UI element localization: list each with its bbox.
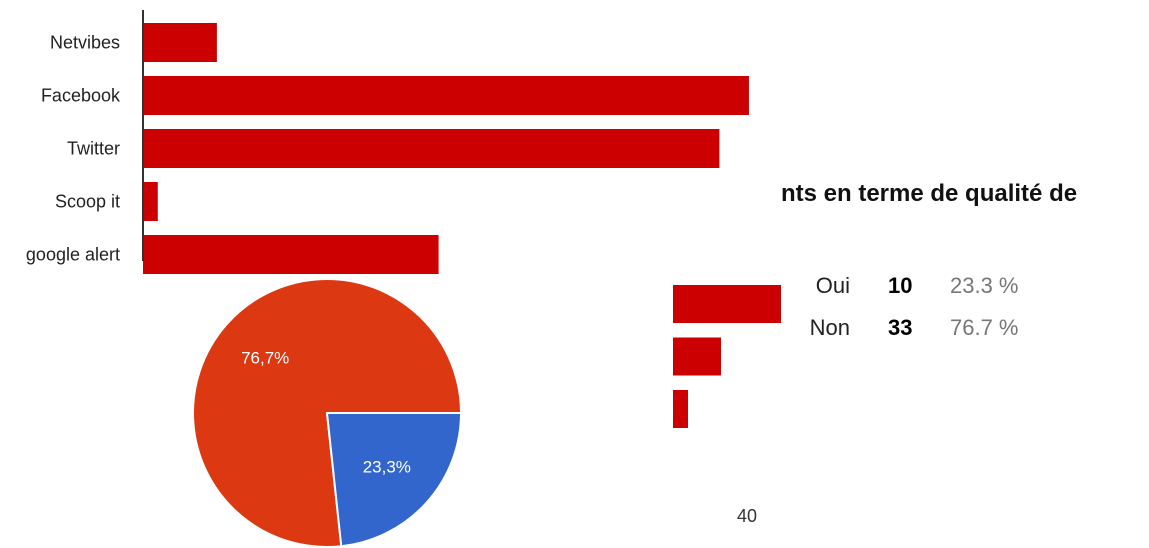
mini-bar (673, 285, 781, 323)
pie-slice-label: 76,7% (241, 348, 289, 367)
bar-series (143, 23, 749, 274)
summary-label: Non (809, 315, 850, 340)
summary-percent: 23.3 % (950, 273, 1019, 298)
summary-table: Oui 10 23.3 % Non 33 76.7 % (790, 265, 1019, 349)
mini-bar (673, 337, 721, 376)
bar-category-label: Netvibes (50, 33, 120, 53)
bar (143, 182, 158, 221)
bar (143, 129, 720, 168)
summary-row: Oui 10 23.3 % (790, 265, 1019, 307)
summary-row: Non 33 76.7 % (790, 307, 1019, 349)
pie-slices: 76,7% 23,3% (192, 278, 463, 548)
page-number: 40 (737, 506, 758, 526)
bar (143, 23, 217, 62)
section-heading: nts en terme de qualité de (781, 180, 1078, 207)
pie-slice (325, 412, 463, 548)
mini-bar-series (673, 285, 781, 428)
summary-percent: 76.7 % (950, 315, 1019, 340)
summary-count: 10 (888, 273, 913, 298)
bar-category-label: google alert (26, 245, 120, 265)
summary-label: Oui (815, 273, 850, 298)
bar-category-label: Facebook (41, 86, 121, 106)
mini-bar (673, 390, 688, 428)
pie-slice-label: 23,3% (363, 458, 411, 477)
bar-category-label: Scoop it (55, 192, 120, 212)
summary-count: 33 (888, 315, 913, 340)
bar (143, 235, 439, 274)
bar-category-label: Twitter (67, 139, 120, 159)
bar (143, 76, 749, 115)
bar-category-labels: Netvibes Facebook Twitter Scoop it google al… (26, 33, 121, 265)
